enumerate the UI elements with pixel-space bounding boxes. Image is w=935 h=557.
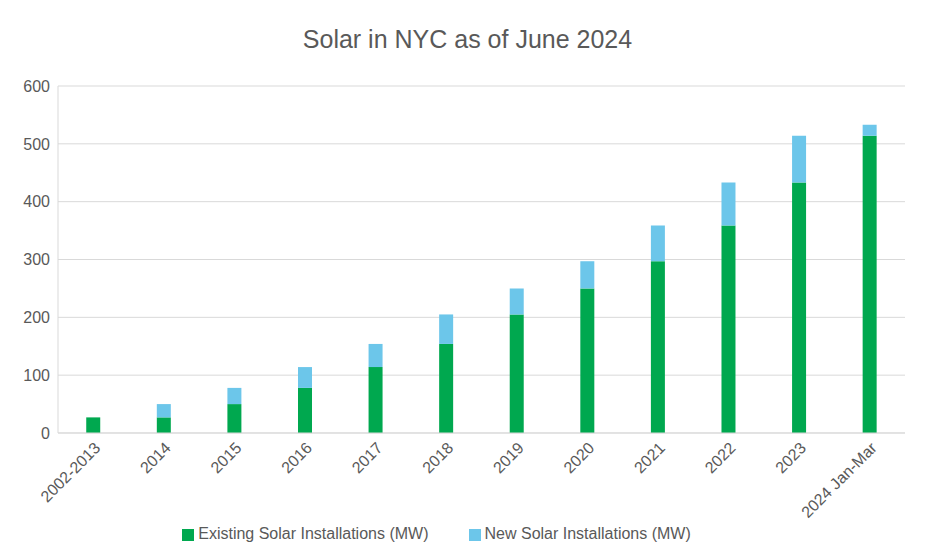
svg-text:2018: 2018 [419, 439, 456, 476]
svg-text:2020: 2020 [560, 439, 597, 476]
svg-text:0: 0 [41, 425, 50, 442]
svg-text:2017: 2017 [349, 439, 386, 476]
svg-text:2023: 2023 [772, 439, 809, 476]
svg-text:200: 200 [23, 309, 50, 326]
svg-text:600: 600 [23, 78, 50, 95]
html-text:New Solar Installations (MW): New Solar Installations (MW) [484, 525, 691, 542]
html-text:Existing Solar Installations (: Existing Solar Installations (MW) [198, 525, 429, 542]
html-text:Solar in NYC as of June 2024: Solar in NYC as of June 2024 [302, 25, 633, 53]
svg-text:2019: 2019 [490, 439, 527, 476]
svg-text:2022: 2022 [702, 439, 739, 476]
svg-text:100: 100 [23, 367, 50, 384]
svg-text:2024 Jan-Mar: 2024 Jan-Mar [798, 439, 880, 521]
svg-text:2014: 2014 [137, 439, 174, 476]
svg-text:2002-2013: 2002-2013 [37, 439, 103, 505]
svg-text:2016: 2016 [278, 439, 315, 476]
svg-text:2015: 2015 [207, 439, 244, 476]
svg-text:2021: 2021 [631, 439, 668, 476]
svg-text:300: 300 [23, 251, 50, 268]
svg-text:400: 400 [23, 193, 50, 210]
svg-text:500: 500 [23, 136, 50, 153]
